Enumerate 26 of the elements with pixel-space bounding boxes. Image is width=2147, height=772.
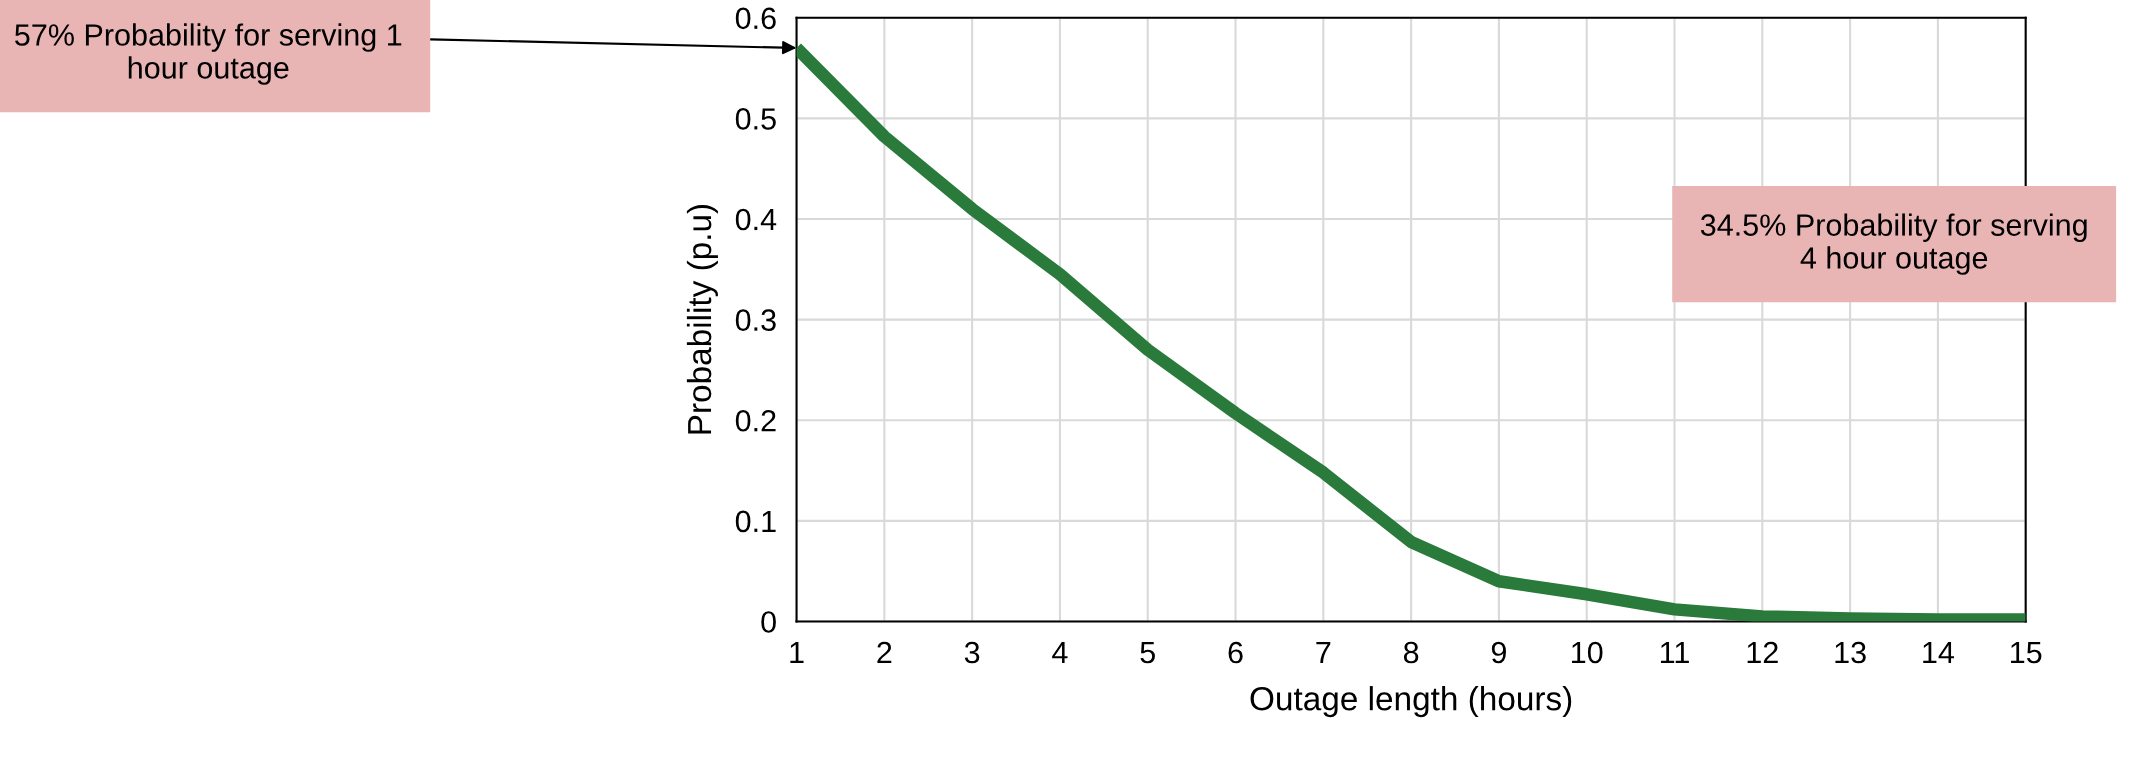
y-tick-label: 0.1: [735, 510, 776, 533]
x-tick-label: 5: [1140, 642, 1155, 664]
x-tick-label: 4: [1052, 642, 1068, 664]
y-tick-label: 0.3: [735, 309, 776, 331]
x-tick-label: 15: [2011, 642, 2042, 664]
x-tick-label: 13: [1835, 641, 1866, 664]
y-tick-label: 0.6: [735, 7, 776, 30]
y-axis-title: Probability (p.u): [686, 204, 718, 434]
x-tick-label: 12: [1747, 641, 1778, 664]
x-tick-label: 8: [1403, 641, 1419, 664]
x-tick-label: 9: [1491, 641, 1506, 664]
x-tick-label: 3: [964, 641, 980, 664]
x-axis-title: Outage length (hours): [1250, 686, 1572, 718]
y-tick-label: 0: [761, 611, 776, 633]
x-tick-label: 11: [1660, 642, 1689, 664]
x-tick-label: 14: [1923, 642, 1954, 664]
x-tick-label: 7: [1316, 642, 1331, 664]
x-tick-label: 2: [877, 641, 892, 664]
x-tick-label: 6: [1228, 641, 1243, 664]
y-tick-label: 0.5: [735, 108, 776, 130]
x-tick-label: 1: [790, 642, 804, 664]
x-tick-label: 10: [1572, 641, 1603, 664]
annotation: 57% Probability for serving 1 hour outage: [15, 23, 402, 85]
y-tick-label: 0.2: [735, 409, 776, 432]
annotation: 34.5% Probability for serving 4 hour outage: [1700, 213, 2087, 275]
y-tick-label: 0.4: [735, 208, 777, 231]
